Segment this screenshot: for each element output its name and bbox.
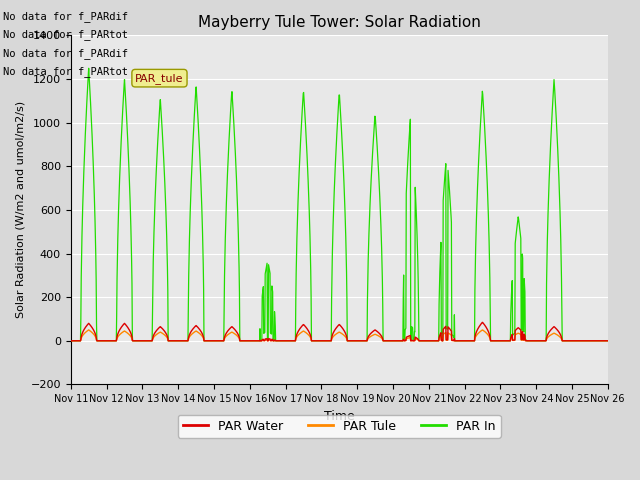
Legend: PAR Water, PAR Tule, PAR In: PAR Water, PAR Tule, PAR In [178, 415, 500, 437]
PAR In [493, 338, 500, 344]
PAR In [85, 65, 93, 71]
PAR Tule [247, 338, 255, 344]
PAR Tule [187, 333, 195, 338]
PAR Water [246, 338, 254, 344]
PAR Tule [67, 338, 75, 344]
PAR Tule [604, 338, 612, 344]
PAR Water [604, 338, 612, 344]
Line: PAR Water: PAR Water [71, 323, 608, 341]
PAR Tule [423, 338, 431, 344]
PAR Water [186, 330, 194, 336]
PAR Tule [173, 338, 181, 344]
PAR In [423, 338, 431, 344]
Line: PAR In: PAR In [71, 68, 608, 341]
Text: No data for f_PARdif: No data for f_PARdif [3, 48, 128, 59]
Text: No data for f_PARdif: No data for f_PARdif [3, 11, 128, 22]
PAR Water [422, 338, 430, 344]
PAR In [173, 338, 181, 344]
Text: No data for f_PARtot: No data for f_PARtot [3, 66, 128, 77]
PAR In [67, 338, 75, 344]
PAR Tule [493, 338, 500, 344]
Y-axis label: Solar Radiation (W/m2 and umol/m2/s): Solar Radiation (W/m2 and umol/m2/s) [15, 101, 25, 318]
PAR Tule [540, 338, 548, 344]
X-axis label: Time: Time [324, 410, 355, 423]
Title: Mayberry Tule Tower: Solar Radiation: Mayberry Tule Tower: Solar Radiation [198, 15, 481, 30]
Text: No data for f_PARtot: No data for f_PARtot [3, 29, 128, 40]
Text: PAR_tule: PAR_tule [135, 72, 184, 84]
PAR In [604, 338, 612, 344]
PAR In [540, 338, 548, 344]
PAR Water [540, 338, 548, 344]
PAR In [187, 198, 195, 204]
Line: PAR Tule: PAR Tule [71, 330, 608, 341]
PAR Water [479, 320, 486, 325]
PAR Water [173, 338, 181, 344]
PAR In [247, 338, 255, 344]
PAR Tule [85, 327, 93, 333]
PAR Water [493, 338, 500, 344]
PAR Water [67, 338, 75, 344]
